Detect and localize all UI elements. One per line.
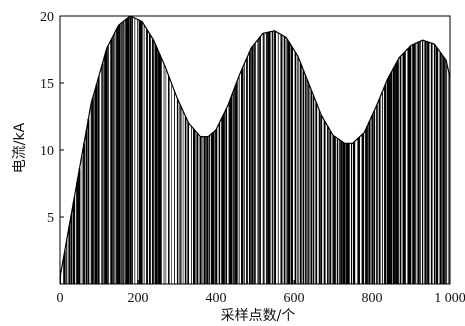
y-axis: 5 10 15 20 (40, 10, 64, 226)
y-axis-label: 电流/kA (12, 122, 28, 173)
x-tick-label: 400 (206, 291, 227, 306)
sampled-signal-lines (60, 16, 450, 284)
x-tick-label: 600 (284, 291, 305, 306)
y-tick-label: 20 (40, 10, 54, 25)
x-tick-label: 800 (362, 291, 383, 306)
x-tick-label: 0 (57, 291, 64, 306)
x-axis: 0 200 400 600 800 1 000 (57, 280, 465, 306)
y-tick-label: 5 (47, 211, 54, 226)
y-tick-label: 15 (40, 77, 54, 92)
x-tick-label: 1 000 (434, 291, 465, 306)
x-tick-label: 200 (128, 291, 149, 306)
x-axis-label: 采样点数/个 (221, 308, 296, 324)
envelope-line (59, 15, 451, 278)
y-tick-label: 10 (40, 144, 54, 159)
